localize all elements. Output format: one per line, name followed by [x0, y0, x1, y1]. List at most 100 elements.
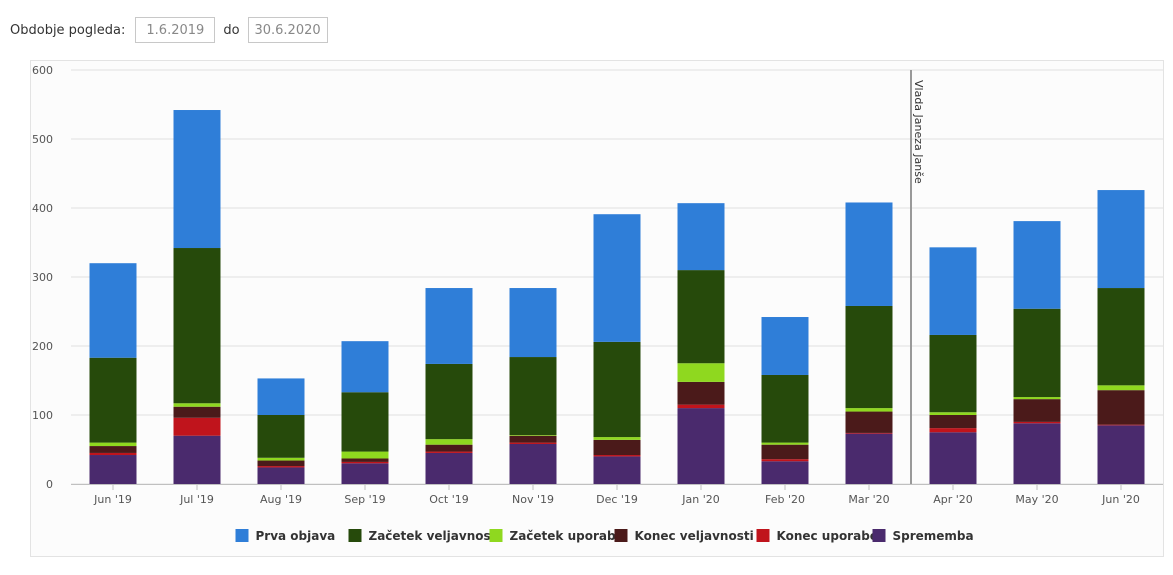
bar-segment[interactable]	[509, 435, 557, 443]
bar-segment[interactable]	[845, 411, 893, 433]
bar-segment[interactable]	[425, 452, 473, 484]
bar-segment[interactable]	[509, 442, 557, 444]
bar-segment[interactable]	[761, 374, 809, 443]
legend-item[interactable]: Prva objava	[235, 529, 336, 543]
bar-segment[interactable]	[593, 456, 641, 484]
bar-segment[interactable]	[173, 403, 221, 407]
date-to-input[interactable]	[247, 17, 328, 43]
x-tick-label: Mar '20	[848, 493, 889, 506]
bar-segment[interactable]	[1097, 390, 1145, 425]
x-tick-label: Jun '20	[1101, 493, 1140, 506]
x-tick-label: Aug '19	[260, 493, 302, 506]
bar-segment[interactable]	[929, 247, 977, 335]
legend-item[interactable]: Sprememba	[872, 529, 974, 543]
bar-segment[interactable]	[341, 458, 389, 462]
bar-segment[interactable]	[89, 442, 137, 447]
legend-label: Začetek veljavnosti	[369, 529, 501, 543]
bar-segment[interactable]	[677, 404, 725, 409]
bar-segment[interactable]	[341, 451, 389, 459]
bar-segment[interactable]	[341, 341, 389, 393]
bar-segment[interactable]	[593, 214, 641, 342]
bar-segment[interactable]	[341, 392, 389, 452]
bar-segment[interactable]	[173, 248, 221, 404]
bar-segment[interactable]	[677, 408, 725, 484]
period-filter: Obdobje pogleda: do	[10, 16, 328, 44]
bar-segment[interactable]	[1013, 421, 1061, 424]
bar-segment[interactable]	[173, 435, 221, 484]
bar-segment[interactable]	[341, 463, 389, 484]
date-from-input[interactable]	[135, 17, 216, 43]
bar-segment[interactable]	[89, 263, 137, 358]
bar-segment[interactable]	[1097, 288, 1145, 386]
bar-segment[interactable]	[257, 460, 305, 467]
bar-segment[interactable]	[677, 270, 725, 364]
bar-segment[interactable]	[425, 444, 473, 452]
bar-segment[interactable]	[509, 357, 557, 436]
legend-label: Sprememba	[893, 529, 974, 543]
bar-segment[interactable]	[1097, 424, 1145, 426]
legend-item[interactable]: Začetek veljavnosti	[348, 529, 501, 543]
bar-segment[interactable]	[929, 334, 977, 413]
legend-swatch	[872, 529, 886, 542]
bar-segment[interactable]	[425, 451, 473, 453]
bar-segment[interactable]	[257, 378, 305, 415]
bar-segment[interactable]	[929, 415, 977, 429]
stacked-bar-chart: 0 100 200 300 400 500 600 Jun '19 Jul '19 Aug '19…	[32, 64, 1163, 543]
bar-segment[interactable]	[761, 459, 809, 462]
bar-segment[interactable]	[257, 467, 305, 484]
bar-segment[interactable]	[1097, 425, 1145, 484]
bar-segment[interactable]	[593, 437, 641, 440]
bar-segment[interactable]	[1013, 308, 1061, 398]
x-tick-label: Jan '20	[681, 493, 719, 506]
bar-segment[interactable]	[257, 457, 305, 461]
legend-item[interactable]: Začetek uporabe	[489, 529, 624, 543]
y-tick-label: 300	[32, 271, 53, 284]
bar-segment[interactable]	[929, 412, 977, 415]
bar-segment[interactable]	[1097, 385, 1145, 391]
bar-segment[interactable]	[1013, 397, 1061, 400]
bar-segment[interactable]	[845, 408, 893, 412]
bar-segment[interactable]	[425, 288, 473, 364]
bar-segment[interactable]	[257, 415, 305, 458]
bar-segment[interactable]	[257, 466, 305, 468]
bar-segment[interactable]	[173, 417, 221, 436]
bar-segment[interactable]	[89, 455, 137, 484]
bar-segment[interactable]	[677, 203, 725, 271]
bar-segment[interactable]	[89, 357, 137, 443]
bar-segment[interactable]	[509, 435, 557, 436]
bar-segment[interactable]	[509, 443, 557, 484]
bar-segment[interactable]	[173, 406, 221, 418]
bar-segment[interactable]	[1013, 221, 1061, 309]
bar-segment[interactable]	[1013, 399, 1061, 422]
legend-item[interactable]: Konec uporabe	[756, 529, 878, 543]
bar-segment[interactable]	[1097, 190, 1145, 289]
legend-swatch	[235, 529, 249, 542]
bar-segment[interactable]	[593, 439, 641, 456]
bar-segment[interactable]	[929, 428, 977, 433]
bar-segment[interactable]	[593, 455, 641, 457]
legend-item[interactable]: Konec veljavnosti	[614, 529, 754, 543]
y-tick-label: 100	[32, 409, 53, 422]
bar-segment[interactable]	[173, 110, 221, 249]
bar-segment[interactable]	[425, 439, 473, 445]
bar-segment[interactable]	[89, 452, 137, 456]
bar-segment[interactable]	[761, 442, 809, 445]
bar-segment[interactable]	[761, 444, 809, 460]
bar-segment[interactable]	[761, 461, 809, 484]
bar-segment[interactable]	[593, 341, 641, 438]
bar-segment[interactable]	[89, 446, 137, 453]
bar-segment[interactable]	[677, 363, 725, 382]
legend-label: Prva objava	[256, 529, 336, 543]
x-tick-label: Jul '19	[179, 493, 214, 506]
bar-segment[interactable]	[677, 381, 725, 405]
bar-segment[interactable]	[929, 432, 977, 484]
bar-segment[interactable]	[761, 317, 809, 375]
bar-segment[interactable]	[425, 363, 473, 440]
bar-segment[interactable]	[845, 432, 893, 434]
bar-segment[interactable]	[845, 433, 893, 484]
bar-segment[interactable]	[845, 202, 893, 306]
bar-segment[interactable]	[509, 288, 557, 358]
bar-segment[interactable]	[1013, 423, 1061, 484]
bar-segment[interactable]	[341, 461, 389, 464]
bar-segment[interactable]	[845, 305, 893, 409]
